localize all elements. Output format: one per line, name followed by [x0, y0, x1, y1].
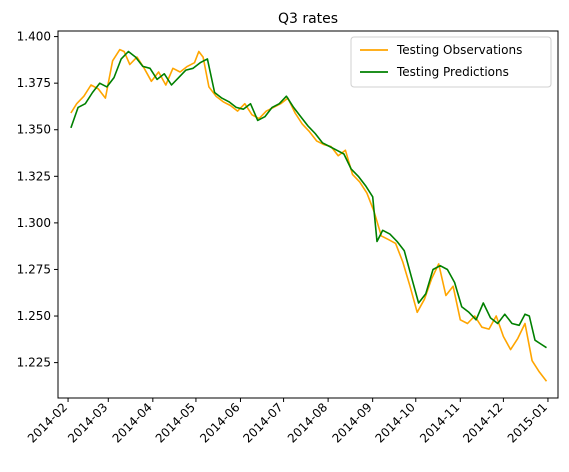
x-tick-label: 2014-12: [460, 400, 505, 445]
x-tick-label: 2014-07: [240, 400, 285, 445]
x-tick-label: 2014-10: [373, 400, 418, 445]
y-axis: 1.225 1.250 1.275 1.300 1.325 1.350 1.375 1.400: [17, 30, 58, 370]
x-tick-label: 2014-08: [285, 400, 330, 445]
x-tick-label: 2014-02: [25, 400, 70, 445]
plot-frame: [57, 30, 559, 399]
x-tick-label: 2014-05: [153, 400, 198, 445]
y-tick-label: 1.250: [17, 309, 51, 323]
legend-box: [350, 36, 552, 88]
y-tick-label: 1.350: [17, 123, 51, 137]
legend-label: Testing Predictions: [396, 65, 509, 79]
x-tick-label: 2014-09: [329, 400, 374, 445]
x-tick-label: 2014-06: [197, 400, 242, 445]
x-tick-label: 2015-01: [505, 400, 550, 445]
y-tick-label: 1.300: [17, 216, 51, 230]
y-tick-label: 1.400: [17, 30, 51, 44]
series-line-1: [70, 48, 548, 382]
legend: Testing Observations Testing Predictions: [350, 36, 552, 88]
y-tick-label: 1.225: [17, 356, 51, 370]
x-tick-label: 2014-04: [110, 400, 155, 445]
y-tick-label: 1.325: [17, 169, 51, 183]
series-layer: [70, 48, 548, 382]
legend-label: Testing Observations: [396, 43, 522, 57]
x-tick-label: 2014-11: [417, 400, 462, 445]
y-tick-label: 1.275: [17, 262, 51, 276]
chart-title: Q3 rates: [278, 11, 338, 27]
series-line-2: [70, 50, 547, 349]
x-tick-label: 2014-03: [65, 400, 110, 445]
y-tick-label: 1.375: [17, 76, 51, 90]
